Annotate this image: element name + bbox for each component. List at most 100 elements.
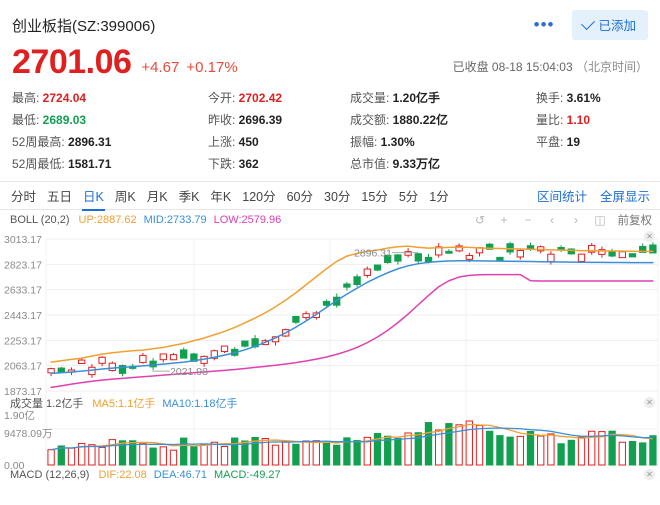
zoom-in-icon[interactable]: + xyxy=(500,212,508,227)
header-top-row: 创业板指(SZ:399006) ••• 已添加 xyxy=(12,10,648,40)
candlestick xyxy=(169,353,178,361)
indicator-name[interactable]: BOLL (20,2) xyxy=(10,213,70,226)
stat-value: 2696.39 xyxy=(238,113,283,127)
page-title: 创业板指(SZ:399006) xyxy=(12,17,156,35)
tab-月K[interactable]: 月K xyxy=(146,189,168,204)
stat-item: 平盘: 19 xyxy=(536,133,648,150)
stat-value: 2896.31 xyxy=(68,135,112,149)
stat-label: 下跌: xyxy=(208,157,239,171)
tab-60分[interactable]: 60分 xyxy=(286,189,314,204)
price-change: +4.67 xyxy=(141,59,180,76)
quote-header: 创业板指(SZ:399006) ••• 已添加 2701.06 +4.67 +0… xyxy=(0,0,660,81)
boll-mid-value: MID:2733.79 xyxy=(143,213,207,226)
adjustment-mode-label[interactable]: 前复权 xyxy=(617,214,653,227)
tab-分时[interactable]: 分时 xyxy=(11,189,37,204)
volume-bar xyxy=(282,440,290,466)
candlestick xyxy=(149,358,157,370)
volume-bar xyxy=(404,432,412,466)
tab-年K[interactable]: 年K xyxy=(210,189,232,204)
volume-ma10: MA10:1.18亿手 xyxy=(162,397,238,410)
stat-label: 成交量: xyxy=(350,91,393,105)
prev-icon[interactable]: ‹ xyxy=(550,212,554,227)
volume-panel-close-icon[interactable]: ✕ xyxy=(644,397,655,408)
volume-bar xyxy=(159,446,167,466)
candlestick xyxy=(108,361,116,372)
candlestick xyxy=(241,340,249,348)
added-to-watchlist-button[interactable]: 已添加 xyxy=(572,10,648,40)
crosshair-icon[interactable]: ◫ xyxy=(594,212,606,227)
stat-item: 量比: 1.10 xyxy=(536,111,648,128)
candlestick xyxy=(98,355,106,367)
candlestick xyxy=(496,256,504,261)
volume-bar xyxy=(373,433,382,466)
stat-item: 最高: 2724.04 xyxy=(12,89,208,106)
volume-label: 成交量 1.2亿手 xyxy=(10,397,84,410)
y-axis-tick: 2823.17 xyxy=(4,259,42,271)
tab-5分[interactable]: 5分 xyxy=(398,189,419,204)
tab-30分[interactable]: 30分 xyxy=(324,189,351,204)
link-全屏显示[interactable]: 全屏显示 xyxy=(599,190,650,204)
volume-bar xyxy=(292,443,300,466)
more-options-icon[interactable]: ••• xyxy=(533,15,555,34)
period-tabs: 分时 五日 日K 周K 月K 季K 年K 120分 60分 30分 15分 5分 1分 xyxy=(10,182,450,211)
stat-value: 1581.71 xyxy=(68,157,112,171)
series-line xyxy=(50,260,654,375)
macd-label: MACD (12,26,9) xyxy=(10,468,90,481)
volume-bar xyxy=(302,440,310,466)
volume-bar xyxy=(516,435,524,466)
tab-周K[interactable]: 周K xyxy=(114,189,136,204)
price-panel-close-icon[interactable]: ✕ xyxy=(644,231,655,242)
macd-panel-close-icon[interactable]: ✕ xyxy=(644,469,655,480)
volume-bar xyxy=(149,447,157,466)
series-line xyxy=(50,273,654,389)
stat-label: 52周最低: xyxy=(12,157,69,171)
volume-axis-label: 0.00 xyxy=(4,460,25,472)
stat-label: 振幅: xyxy=(350,135,381,149)
stat-label: 昨收: xyxy=(208,113,239,127)
stat-item: 今开: 2702.42 xyxy=(208,89,350,106)
stat-label: 上涨: xyxy=(208,135,239,149)
stat-label: 量比: xyxy=(536,113,567,127)
link-区间统计[interactable]: 区间统计 xyxy=(536,190,587,204)
zoom-out-icon[interactable]: − xyxy=(524,212,532,227)
chart-period-tabbar: 分时 五日 日K 周K 月K 季K 年K 120分 60分 30分 15分 5分 1分 区间统计 全屏显示 xyxy=(0,181,660,211)
tab-季K[interactable]: 季K xyxy=(178,189,200,204)
chart-area[interactable]: 3013.17 2823.17 2633.17 2443.17 2253.17 2063.… xyxy=(0,229,660,484)
volume-bar xyxy=(220,446,229,466)
stat-value: 450 xyxy=(238,135,259,149)
volume-bar xyxy=(598,431,606,466)
macd-dif: DIF:22.08 xyxy=(98,468,147,481)
price-chart[interactable]: 3013.17 2823.17 2633.17 2443.17 2253.17 2063.… xyxy=(0,229,660,484)
candlestick xyxy=(384,254,392,264)
stat-value: 1.30% xyxy=(380,135,415,149)
volume-bar xyxy=(639,442,647,466)
candlestick xyxy=(588,243,596,255)
stat-label: 52周最高: xyxy=(12,135,69,149)
volume-bar xyxy=(435,429,443,466)
volume-bar xyxy=(241,440,249,466)
tab-五日[interactable]: 五日 xyxy=(47,189,73,204)
next-icon[interactable]: › xyxy=(574,212,578,227)
market-status-text: 已收盘 08-18 15:04:03 xyxy=(452,60,573,74)
tab-日K[interactable]: 日K xyxy=(82,182,105,211)
stat-value: 1.20亿手 xyxy=(392,91,441,105)
candlestick xyxy=(302,311,310,321)
tab-15分[interactable]: 15分 xyxy=(361,189,388,204)
volume-bar xyxy=(261,437,269,466)
stat-label: 总市值: xyxy=(350,157,393,171)
tab-1分[interactable]: 1分 xyxy=(429,189,449,204)
candlestick xyxy=(435,243,443,258)
stat-item: 52周最高: 2896.31 xyxy=(12,133,208,150)
candlestick xyxy=(78,358,86,365)
volume-bar xyxy=(394,437,402,466)
stat-item: 最低: 2689.03 xyxy=(12,111,208,128)
volume-bar xyxy=(353,439,361,466)
reset-icon[interactable]: ↺ xyxy=(474,212,486,227)
annotation-period-low: 2021.98 xyxy=(170,366,208,378)
candlestick xyxy=(180,347,188,359)
tab-120分[interactable]: 120分 xyxy=(242,189,276,204)
volume-bar xyxy=(608,430,616,466)
stat-label: 平盘: xyxy=(536,135,567,149)
volume-bar xyxy=(129,440,137,466)
macd-value: MACD:-49.27 xyxy=(214,468,281,481)
